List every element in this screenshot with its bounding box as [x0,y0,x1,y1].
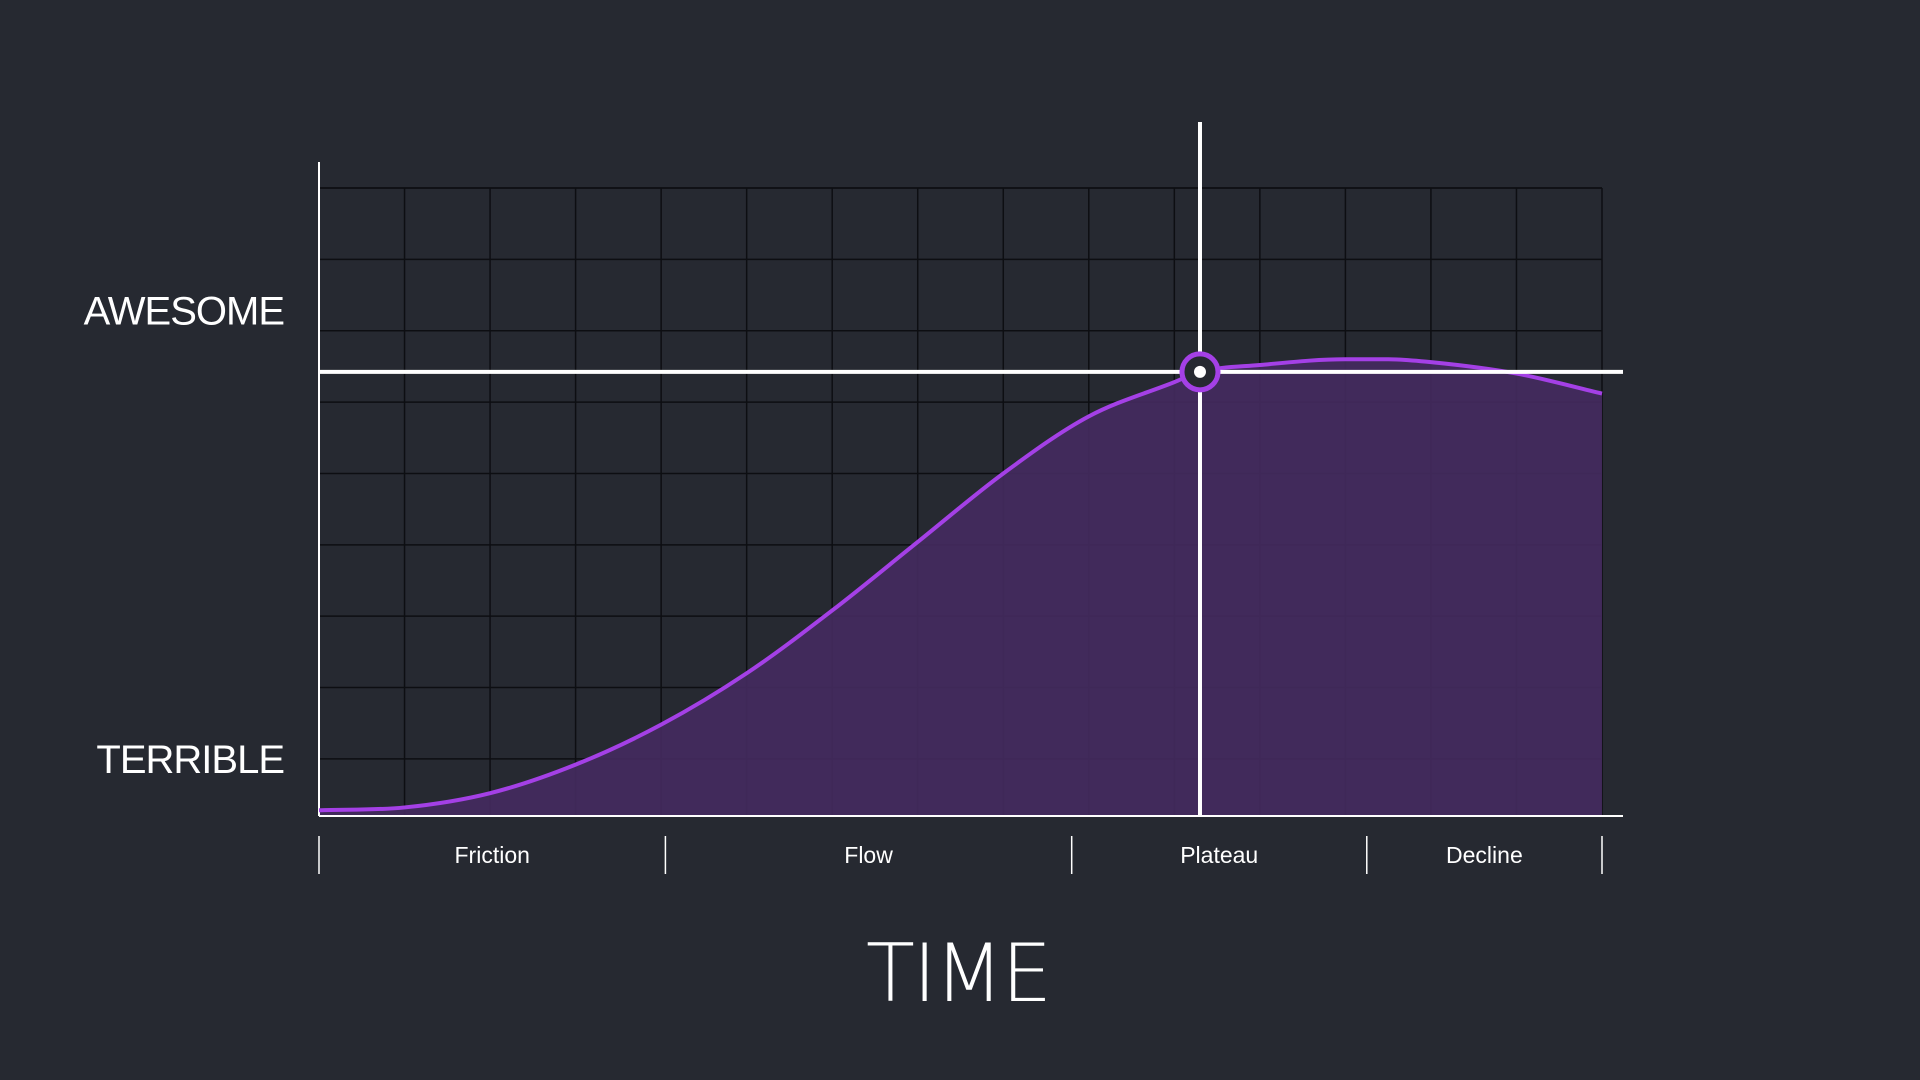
x-axis-title: TIME [866,927,1050,1020]
crosshair [319,122,1623,816]
marker-dot [1193,365,1206,378]
phase-label-flow: Flow [844,842,893,868]
area-fill [319,359,1602,816]
y-labels: AWESOME TERRIBLE [84,290,285,782]
crosshair-marker [1179,351,1221,393]
phase-label-decline: Decline [1446,842,1523,868]
phase-axis: Friction Flow Plateau Decline [318,836,1603,874]
y-label-terrible: TERRIBLE [96,738,284,782]
series-curve [318,357,1603,813]
phase-label-friction: Friction [455,842,530,868]
axes [318,162,1623,817]
phase-label-plateau: Plateau [1180,842,1258,868]
y-label-awesome: AWESOME [84,290,284,334]
